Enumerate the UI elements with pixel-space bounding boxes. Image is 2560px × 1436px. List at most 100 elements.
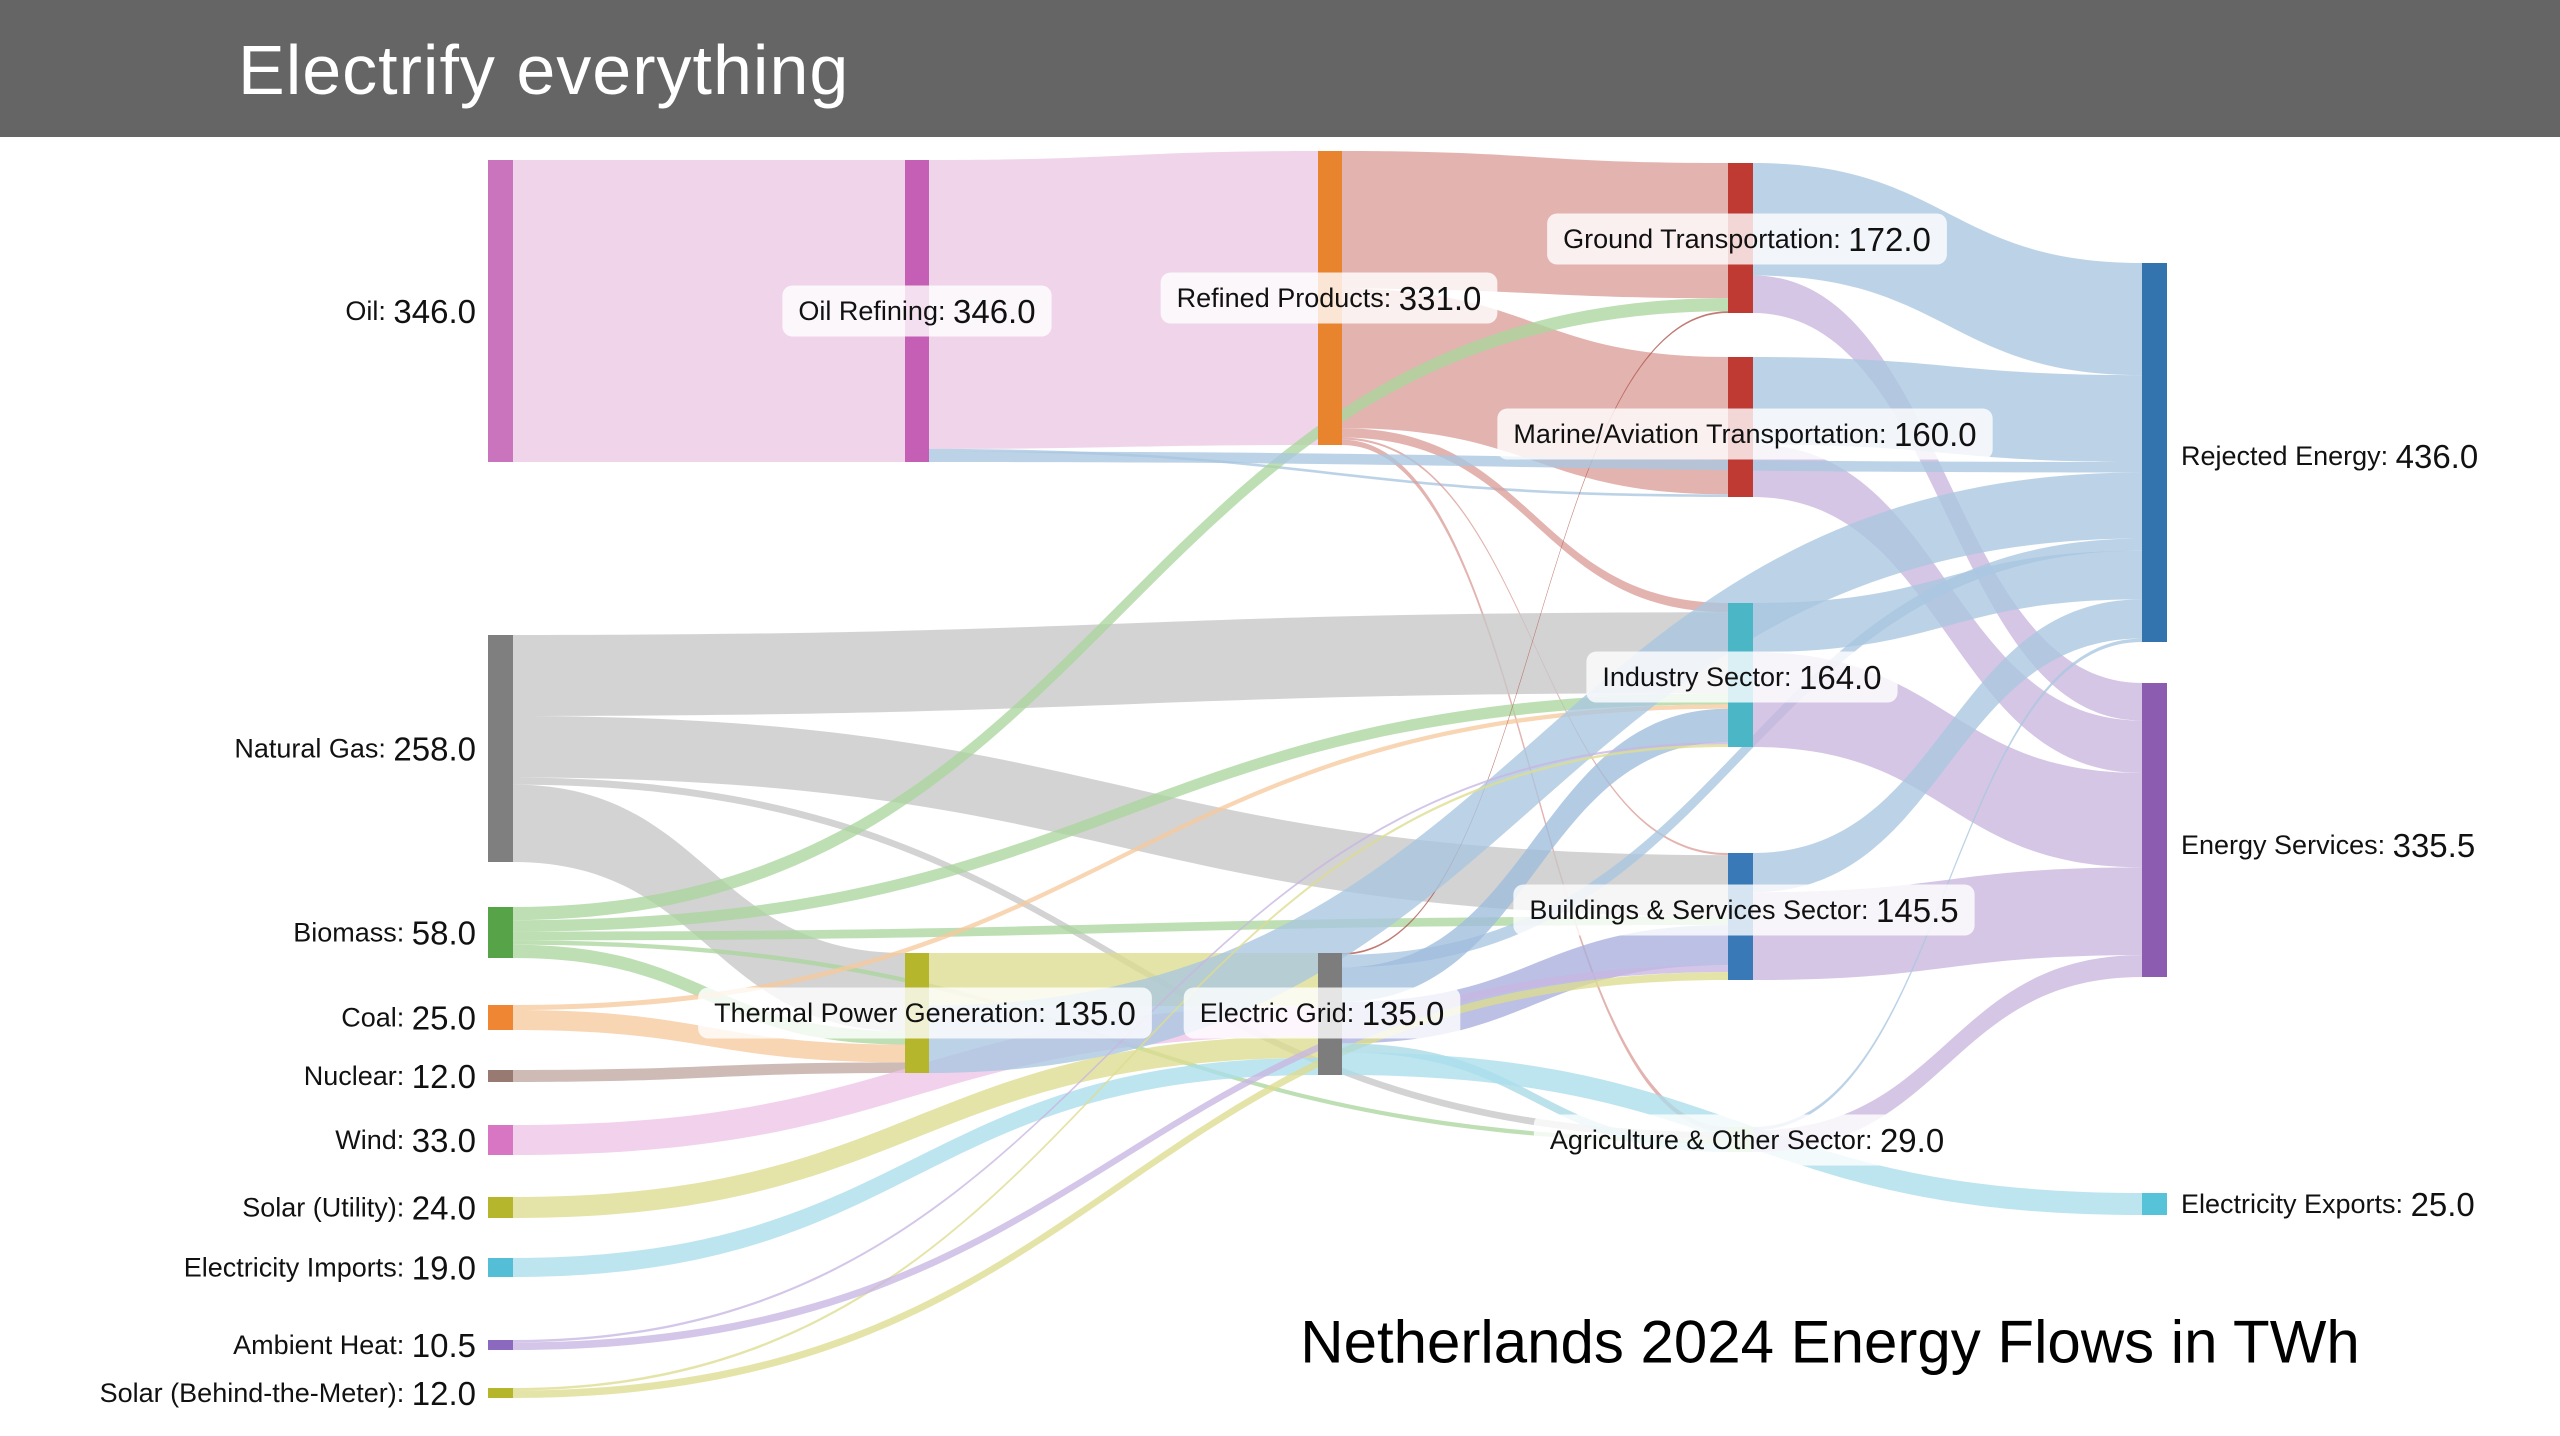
- node-label-exports: Electricity Exports: 25.0: [2181, 1186, 2475, 1223]
- flow-imports-grid[interactable]: [513, 1057, 1318, 1277]
- header-bar: [0, 0, 2560, 137]
- node-label-industry: Industry Sector: 164.0: [1586, 651, 1898, 703]
- sankey-node-nuclear[interactable]: [488, 1070, 513, 1082]
- svg-text:Buildings & Services Sector: 1: Buildings & Services Sector: 145.5: [1529, 892, 1958, 929]
- flow-tpg-rejected[interactable]: [929, 472, 2142, 1073]
- flow-oil-oilref[interactable]: [513, 160, 905, 462]
- sankey-node-exports[interactable]: [2142, 1193, 2167, 1215]
- svg-text:Industry Sector: 164.0: Industry Sector: 164.0: [1602, 659, 1881, 696]
- svg-text:Marine/Aviation Transportation: Marine/Aviation Transportation: 160.0: [1513, 416, 1976, 453]
- sankey-node-natgas[interactable]: [488, 635, 513, 862]
- node-label-nuclear: Nuclear: 12.0: [304, 1058, 476, 1095]
- node-label-solaru: Solar (Utility): 24.0: [242, 1189, 476, 1226]
- svg-text:Biomass: 58.0: Biomass: 58.0: [293, 914, 476, 951]
- flow-agriculture-services[interactable]: [1753, 955, 2142, 1152]
- node-label-bg-refprod: [1160, 272, 1498, 324]
- flow-solarbtm-buildings[interactable]: [513, 972, 1728, 1398]
- flow-natgas-industry[interactable]: [513, 612, 1728, 716]
- flow-grid-groundt[interactable]: [1342, 311, 1728, 955]
- flow-oilref-refprod[interactable]: [929, 151, 1318, 449]
- flow-solaru-grid[interactable]: [513, 1036, 1318, 1218]
- sankey-node-oil[interactable]: [488, 160, 513, 462]
- node-label-rejected: Rejected Energy: 436.0: [2181, 438, 2478, 475]
- sankey-node-ambient[interactable]: [488, 1340, 513, 1350]
- sankey-flows: [513, 151, 2142, 1398]
- node-label-bg-marine: [1497, 408, 1993, 460]
- svg-text:Ground Transportation: 172.0: Ground Transportation: 172.0: [1563, 221, 1931, 258]
- svg-text:Solar (Utility): 24.0: Solar (Utility): 24.0: [242, 1189, 476, 1226]
- node-label-bg-buildings: [1513, 884, 1975, 936]
- node-label-agriculture: Agriculture & Other Sector: 29.0: [1533, 1114, 1961, 1166]
- sankey-node-solaru[interactable]: [488, 1197, 513, 1218]
- svg-text:Electric Grid: 135.0: Electric Grid: 135.0: [1200, 995, 1445, 1032]
- sankey-node-imports[interactable]: [488, 1258, 513, 1277]
- node-label-natgas: Natural Gas: 258.0: [234, 730, 476, 767]
- flow-grid-industry[interactable]: [1342, 708, 1728, 1002]
- node-label-bg-tpg: [698, 987, 1152, 1039]
- svg-text:Coal: 25.0: Coal: 25.0: [341, 999, 476, 1036]
- svg-text:Refined Products: 331.0: Refined Products: 331.0: [1177, 280, 1482, 317]
- node-label-groundt: Ground Transportation: 172.0: [1547, 213, 1947, 265]
- flow-grid-rejected[interactable]: [1342, 538, 2142, 968]
- node-label-refprod: Refined Products: 331.0: [1160, 272, 1498, 324]
- sankey-node-coal[interactable]: [488, 1005, 513, 1030]
- node-label-coal: Coal: 25.0: [341, 999, 476, 1036]
- svg-text:Oil Refining: 346.0: Oil Refining: 346.0: [798, 293, 1035, 330]
- node-label-ambient: Ambient Heat: 10.5: [233, 1327, 476, 1364]
- sankey-node-wind[interactable]: [488, 1125, 513, 1155]
- flow-oilref-rejected[interactable]: [929, 451, 2142, 473]
- sankey-nodes: [488, 151, 2167, 1398]
- node-label-bg-groundt: [1547, 213, 1947, 265]
- svg-text:Electricity Exports: 25.0: Electricity Exports: 25.0: [2181, 1186, 2475, 1223]
- node-label-services: Energy Services: 335.5: [2181, 827, 2475, 864]
- flow-nuclear-tpg[interactable]: [513, 1062, 905, 1082]
- svg-text:Electricity Imports: 19.0: Electricity Imports: 19.0: [184, 1249, 476, 1286]
- svg-text:Nuclear: 12.0: Nuclear: 12.0: [304, 1058, 476, 1095]
- flow-coal-industry[interactable]: [513, 704, 1728, 1010]
- node-label-bg-agriculture: [1533, 1114, 1961, 1166]
- flow-groundt-rejected[interactable]: [1753, 163, 2142, 376]
- node-label-imports: Electricity Imports: 19.0: [184, 1249, 476, 1286]
- svg-text:Ambient Heat: 10.5: Ambient Heat: 10.5: [233, 1327, 476, 1364]
- node-label-grid: Electric Grid: 135.0: [1183, 987, 1461, 1039]
- flow-biomass-industry[interactable]: [513, 693, 1728, 932]
- flow-refprod-industry[interactable]: [1342, 428, 1728, 613]
- flow-oilref-marine[interactable]: [929, 448, 1728, 497]
- svg-text:Agriculture & Other Sector: 29: Agriculture & Other Sector: 29.0: [1550, 1122, 1944, 1159]
- node-label-buildings: Buildings & Services Sector: 145.5: [1513, 884, 1975, 936]
- svg-text:Natural Gas: 258.0: Natural Gas: 258.0: [234, 730, 476, 767]
- flow-ambient-industry[interactable]: [513, 742, 1728, 1343]
- flow-solarbtm-industry[interactable]: [513, 744, 1728, 1391]
- svg-text:Energy Services: 335.5: Energy Services: 335.5: [2181, 827, 2475, 864]
- node-label-bg-oilref: [782, 285, 1052, 337]
- node-label-oilref: Oil Refining: 346.0: [782, 285, 1052, 337]
- svg-text:Oil: 346.0: Oil: 346.0: [345, 293, 476, 330]
- svg-text:Rejected Energy: 436.0: Rejected Energy: 436.0: [2181, 438, 2478, 475]
- node-label-bg-industry: [1586, 651, 1898, 703]
- node-label-biomass: Biomass: 58.0: [293, 914, 476, 951]
- node-label-marine: Marine/Aviation Transportation: 160.0: [1497, 408, 1993, 460]
- sankey-node-biomass[interactable]: [488, 907, 513, 958]
- node-label-wind: Wind: 33.0: [335, 1122, 476, 1159]
- svg-text:Wind: 33.0: Wind: 33.0: [335, 1122, 476, 1159]
- flow-ambient-buildings[interactable]: [513, 965, 1728, 1350]
- sankey-node-rejected[interactable]: [2142, 263, 2167, 642]
- sankey-node-solarbtm[interactable]: [488, 1388, 513, 1398]
- sankey-node-services[interactable]: [2142, 683, 2167, 977]
- node-label-tpg: Thermal Power Generation: 135.0: [698, 987, 1152, 1039]
- flow-grid-agriculture[interactable]: [1342, 1043, 1728, 1152]
- flow-biomass-groundt[interactable]: [513, 298, 1728, 921]
- chart-caption: Netherlands 2024 Energy Flows in TWh: [1300, 1308, 2360, 1376]
- node-label-solarbtm: Solar (Behind-the-Meter): 12.0: [100, 1375, 476, 1412]
- flow-buildings-rejected[interactable]: [1753, 599, 2142, 893]
- flow-industry-rejected[interactable]: [1753, 550, 2142, 653]
- node-label-oil: Oil: 346.0: [345, 293, 476, 330]
- sankey-labels: Oil: 346.0 Natural Gas: 258.0 Biomass: 58.…: [100, 213, 2478, 1412]
- svg-text:Solar (Behind-the-Meter): 12.0: Solar (Behind-the-Meter): 12.0: [100, 1375, 476, 1412]
- flow-biomass-buildings[interactable]: [513, 916, 1728, 941]
- page-title: Electrify everything: [238, 31, 850, 109]
- flow-natgas-tpg[interactable]: [513, 784, 905, 1032]
- flow-agriculture-rejected[interactable]: [1753, 638, 2142, 1131]
